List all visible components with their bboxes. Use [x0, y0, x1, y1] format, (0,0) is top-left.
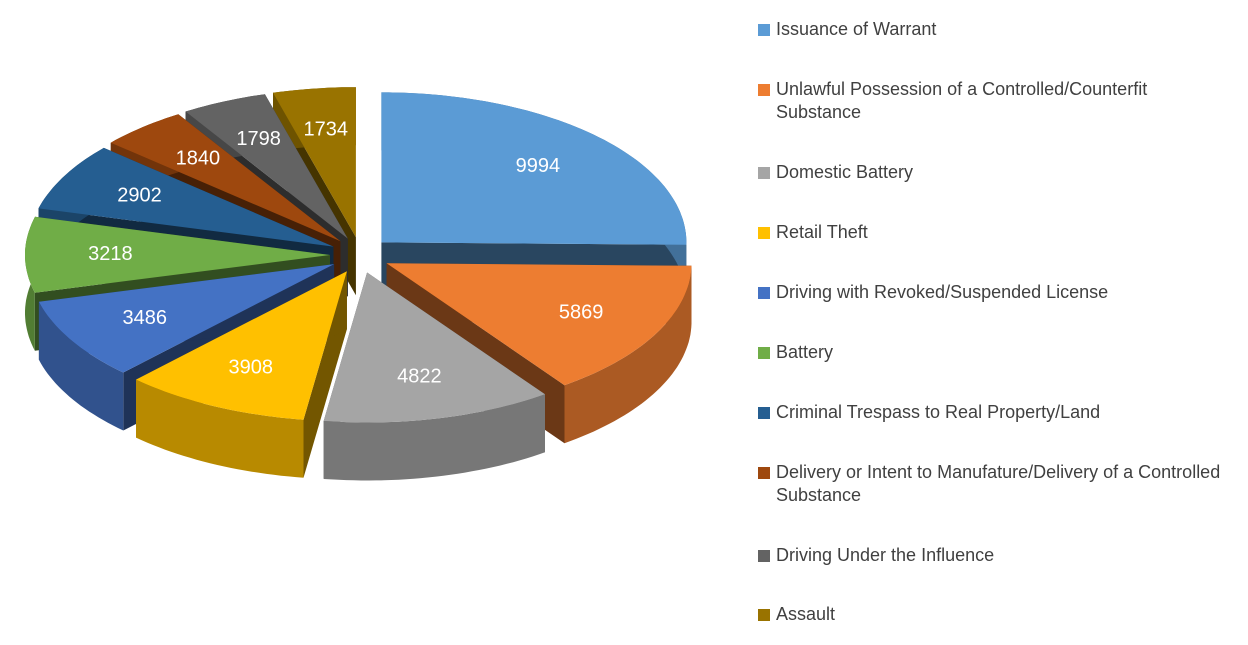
legend-item: Criminal Trespass to Real Property/Land [758, 401, 1228, 424]
legend-item: Assault [758, 603, 1228, 626]
legend-swatch [758, 227, 770, 240]
data-label: 3486 [122, 307, 167, 329]
data-label: 4822 [397, 366, 442, 388]
legend-label: Driving Under the Influence [776, 544, 995, 565]
data-label: 3908 [228, 357, 273, 379]
legend-swatch [758, 406, 770, 419]
data-label: 3218 [88, 243, 133, 265]
legend-swatch [758, 466, 770, 479]
legend-item: Battery [758, 341, 1228, 364]
slice-wall [136, 379, 304, 478]
legend-label: Battery [776, 341, 834, 362]
slice [38, 147, 334, 247]
slice-wall [323, 394, 545, 481]
slice [136, 271, 347, 420]
data-label: 5869 [559, 302, 604, 324]
slice-wall [38, 301, 124, 431]
legend-label: Issuance of Warrant [776, 19, 937, 40]
legend-swatch [758, 24, 770, 37]
data-label: 2902 [117, 184, 162, 206]
legend-label: Driving with Revoked/Suspended License [776, 282, 1109, 302]
legend-label: Criminal Trespass to Real Property/Land [776, 401, 1101, 422]
slice [110, 114, 341, 242]
legend-item: Delivery or Intent to Manufature/Deliver… [758, 461, 1228, 507]
slice [38, 264, 335, 373]
legend-label: Delivery or Intent to Manufature/Deliver… [776, 461, 1221, 505]
slice [381, 92, 687, 245]
slice [25, 216, 330, 293]
legend-swatch [758, 609, 770, 622]
legend: Issuance of Warrant Unlawful Possession o… [758, 0, 1228, 645]
legend-swatch [758, 84, 770, 97]
data-label: 9994 [516, 155, 561, 177]
legend-swatch [758, 346, 770, 359]
legend-swatch [758, 167, 770, 180]
legend-item: Unlawful Possession of a Controlled/Coun… [758, 78, 1228, 124]
legend-item: Issuance of Warrant [758, 18, 1228, 41]
legend-swatch [758, 549, 770, 562]
slice-wall [564, 265, 692, 444]
data-label: 1840 [176, 147, 221, 169]
legend-item: Driving Under the Influence [758, 544, 1228, 567]
slice [185, 94, 348, 239]
legend-label: Assault [776, 604, 836, 625]
data-label: 1734 [303, 118, 348, 140]
legend-item: Retail Theft [758, 221, 1228, 244]
legend-label: Unlawful Possession of a Controlled/Coun… [776, 79, 1148, 123]
data-label: 1798 [236, 128, 281, 150]
legend-label: Retail Theft [776, 222, 868, 243]
legend-label: Domestic Battery [776, 162, 914, 183]
slice [323, 272, 545, 423]
pie: 9994 5869 4822 3908 3486 3218 2902 1840 1798 1734 [25, 87, 692, 481]
legend-item: Driving with Revoked/Suspended License [758, 281, 1228, 304]
slice [273, 87, 356, 238]
slice [386, 263, 692, 386]
legend-swatch [758, 287, 770, 299]
legend-item: Domestic Battery [758, 161, 1228, 184]
